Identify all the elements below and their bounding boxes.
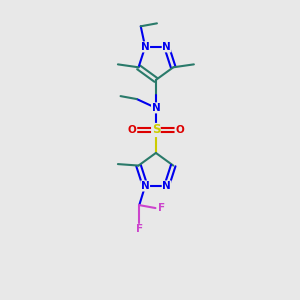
Text: N: N xyxy=(162,181,171,191)
Text: O: O xyxy=(128,125,137,135)
Text: F: F xyxy=(158,203,166,213)
Text: N: N xyxy=(152,103,160,113)
Text: S: S xyxy=(152,124,160,136)
Text: N: N xyxy=(141,181,149,191)
Text: F: F xyxy=(136,224,143,234)
Text: N: N xyxy=(141,42,149,52)
Text: N: N xyxy=(162,42,171,52)
Text: O: O xyxy=(175,125,184,135)
